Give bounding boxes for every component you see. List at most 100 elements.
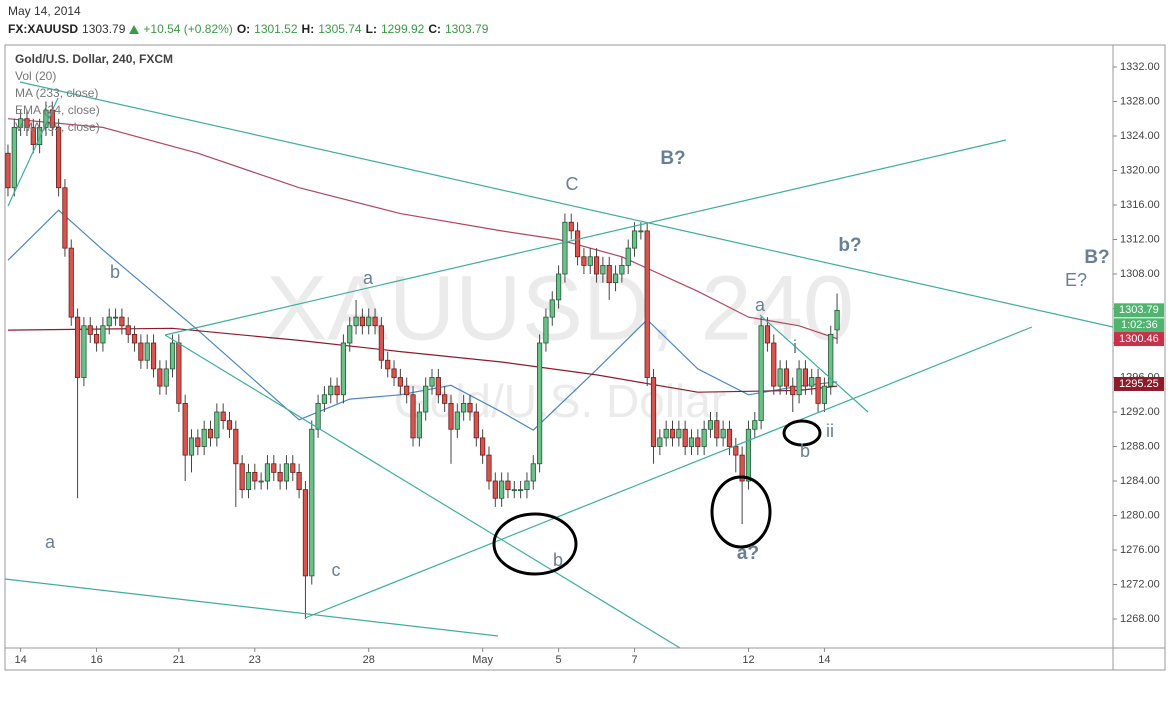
x-tick-label: May [472, 654, 493, 666]
legend: Gold/U.S. Dollar, 240, FXCM Vol (20) MA … [15, 52, 173, 134]
candle-body [663, 428, 669, 439]
candle-body [454, 411, 460, 430]
legend-entry: Vol (20) [15, 69, 56, 83]
candle-body [676, 428, 682, 439]
candle-body [296, 471, 302, 491]
candle-body [93, 333, 100, 344]
candle-body [309, 428, 315, 577]
candle-body [125, 325, 131, 335]
candle-body [195, 437, 201, 447]
candle-body [733, 446, 739, 456]
candle-body [543, 316, 549, 344]
candle-body [233, 428, 239, 465]
candle-body [169, 342, 176, 370]
candle-body [372, 316, 378, 327]
candle-body [112, 316, 119, 319]
y-tick-label: 1292.00 [1120, 406, 1160, 418]
candle-body [448, 402, 454, 430]
up-arrow [129, 24, 140, 34]
y-tick-label: 1324.00 [1120, 130, 1160, 142]
trend-line [164, 139, 1007, 336]
y-tick-label: 1288.00 [1120, 440, 1160, 452]
candle-body [796, 368, 802, 396]
candle-body [707, 420, 714, 430]
close-label: C: [428, 22, 441, 36]
candle-body [815, 377, 821, 404]
trend-line [7, 97, 59, 207]
candle-body [574, 230, 581, 258]
wave-label: a [363, 268, 374, 288]
candle-body [442, 394, 448, 404]
candle-body [188, 437, 195, 456]
candle-body [821, 385, 828, 404]
candle-body [290, 463, 296, 473]
candle-body [650, 377, 657, 447]
candle-body [606, 264, 612, 284]
axes: 1268.00 1272.00 1276.00 1280.00 1284.00 1288.… [15, 61, 1164, 666]
candle-body [157, 368, 163, 387]
y-tick-label: 1280.00 [1120, 509, 1160, 521]
wave-label: B? [660, 148, 685, 169]
chart-title: Gold/U.S. Dollar, 240, FXCM [15, 52, 173, 66]
candle-body [695, 437, 701, 447]
candle-body [612, 273, 619, 284]
candle-body [435, 377, 441, 396]
indicator-line [7, 327, 838, 393]
x-tick-label: 14 [15, 654, 27, 666]
candle-body [144, 342, 150, 361]
candle-body [726, 428, 733, 447]
candle-body [207, 428, 214, 439]
candle-body [163, 368, 169, 387]
candle-body [587, 256, 593, 266]
trend-line [19, 81, 1113, 328]
indicator-line [7, 209, 838, 431]
candle-body [739, 454, 745, 482]
circle-mark [492, 512, 578, 576]
candle-body [68, 247, 74, 318]
candle-body [397, 377, 403, 387]
candle-body [461, 402, 467, 413]
circle-mark [782, 419, 822, 447]
candle-body [518, 489, 524, 492]
candle-body [492, 480, 498, 499]
candle-body [714, 420, 720, 439]
x-tick-label: 12 [742, 654, 754, 666]
circle-mark [710, 475, 772, 549]
candle-body [745, 428, 752, 482]
candle-body [131, 333, 138, 344]
x-tick-label: 21 [173, 654, 185, 666]
candle-body [220, 411, 226, 422]
low-label: L: [365, 22, 377, 36]
countdown: 1:02:36 [1121, 319, 1158, 331]
candle-body [511, 489, 517, 492]
candle-body [410, 394, 416, 439]
wave-label: b [553, 550, 563, 570]
legend-entry: MA (233, close) [15, 86, 98, 100]
wave-label: a [755, 295, 766, 315]
symbol: FX:XAUUSD [8, 22, 79, 36]
candle-body [385, 359, 391, 370]
candle-body [568, 221, 574, 232]
close-value: 1303.79 [445, 22, 489, 36]
candle-body [239, 463, 245, 491]
wave-label: b [800, 441, 810, 461]
candle-body [106, 316, 112, 327]
wave-label: c [332, 560, 341, 580]
candle-body [638, 230, 644, 233]
plot-area: a b c a C B? b? B? E? a i ii b a? b [5, 81, 1113, 648]
candle-body [562, 221, 568, 275]
low-value: 1299.92 [380, 22, 425, 36]
candle-body [378, 325, 384, 361]
y-tick-label: 1272.00 [1120, 578, 1160, 590]
candle-body [100, 325, 106, 344]
candle-body [802, 368, 809, 387]
wave-label: C [566, 174, 579, 194]
candle-body [555, 273, 562, 301]
quote-bar: FX:XAUUSD 1303.79 +10.54 (+0.82%) O: 1301… [8, 22, 488, 36]
wave-label: b [110, 262, 120, 282]
trend-line [164, 334, 681, 648]
series-layer [5, 101, 840, 620]
candle-body [631, 230, 638, 249]
candle-body [353, 316, 359, 327]
